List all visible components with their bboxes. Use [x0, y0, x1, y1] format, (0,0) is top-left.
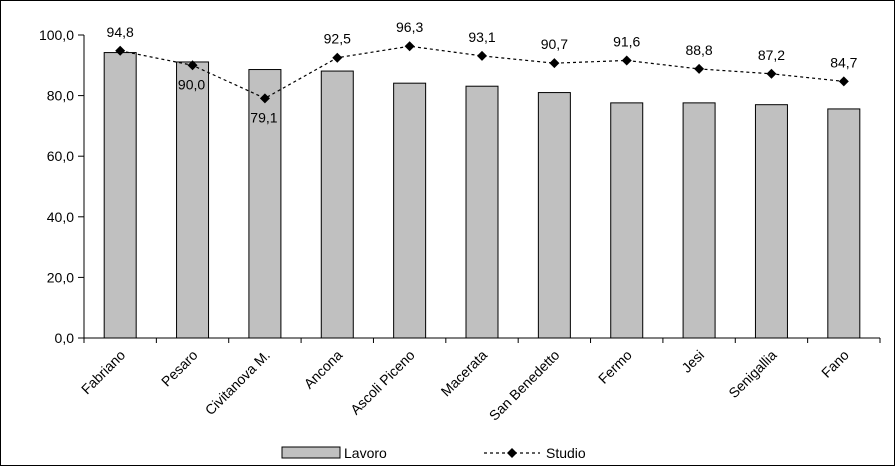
studio-value-label: 92,5	[324, 31, 351, 47]
studio-value-label: 93,1	[468, 29, 495, 45]
legend-studio-marker	[507, 448, 517, 458]
x-tick-label: Pesaro	[158, 347, 201, 390]
x-tick-label: Senigallia	[725, 347, 779, 401]
bar-lavoro	[610, 102, 644, 339]
studio-value-label: 79,1	[250, 109, 277, 125]
x-tick-label: Jesi	[678, 347, 707, 376]
studio-line: 94,8 90,0 79,1 92,5 96,3 93,1 90,7 91,6 88,8 87,2…	[107, 19, 858, 125]
studio-value-label: 96,3	[396, 19, 423, 35]
bar-lavoro	[682, 102, 716, 339]
x-tick-label: San Benedetto	[486, 347, 563, 424]
x-tick-label: Ascoli Piceno	[347, 347, 418, 418]
legend-lavoro-label: Lavoro	[344, 445, 387, 461]
bar-lavoro	[103, 52, 137, 339]
y-axis: 0,0 20,0 40,0 60,0 80,0 100,0	[39, 27, 881, 346]
studio-point	[549, 58, 560, 69]
studio-value-label: 87,2	[758, 47, 785, 63]
bars	[103, 52, 861, 339]
y-tick-label: 60,0	[47, 148, 74, 164]
y-tick-label: 100,0	[39, 27, 74, 43]
y-tick-label: 20,0	[47, 269, 74, 285]
legend-studio-label: Studio	[546, 445, 586, 461]
studio-value-label: 90,7	[541, 36, 568, 52]
x-axis-labels: Fabriano Pesaro Civitanova M. Ancona Ascoli …	[78, 347, 852, 424]
x-tick-label: Fabriano	[78, 347, 129, 398]
studio-point	[766, 68, 777, 79]
studio-value-label: 90,0	[178, 76, 205, 92]
x-tick-label: Fermo	[595, 347, 635, 387]
studio-value-label: 88,8	[685, 42, 712, 58]
bar-lavoro	[754, 104, 788, 339]
x-tick-label: Macerata	[438, 347, 491, 400]
bar-lavoro	[176, 61, 210, 339]
studio-value-label: 94,8	[107, 24, 134, 40]
y-tick-label: 0,0	[55, 330, 75, 346]
studio-point	[838, 76, 849, 87]
studio-point	[694, 63, 705, 74]
bar-lavoro	[465, 85, 499, 339]
x-tick-label: Ancona	[301, 347, 346, 392]
y-tick-label: 40,0	[47, 209, 74, 225]
studio-point	[477, 50, 487, 61]
studio-point	[187, 60, 198, 71]
studio-series-line	[120, 45, 844, 99]
y-tick-label: 80,0	[47, 88, 74, 104]
studio-value-label: 91,6	[613, 33, 640, 49]
studio-point	[332, 52, 343, 63]
studio-point	[404, 41, 415, 52]
studio-point	[115, 45, 126, 56]
x-tick-label: Civitanova M.	[202, 347, 273, 418]
bar-lavoro	[248, 69, 282, 339]
legend: Lavoro Studio	[281, 445, 586, 461]
studio-value-label: 84,7	[830, 54, 857, 70]
x-tick-label: Fano	[818, 347, 852, 381]
bar-lavoro	[320, 70, 354, 339]
studio-point	[621, 55, 632, 66]
bar-lavoro	[537, 92, 571, 339]
studio-point	[259, 93, 270, 104]
legend-lavoro-swatch	[281, 446, 341, 459]
bar-lavoro	[827, 108, 861, 339]
bar-lavoro	[393, 82, 427, 339]
